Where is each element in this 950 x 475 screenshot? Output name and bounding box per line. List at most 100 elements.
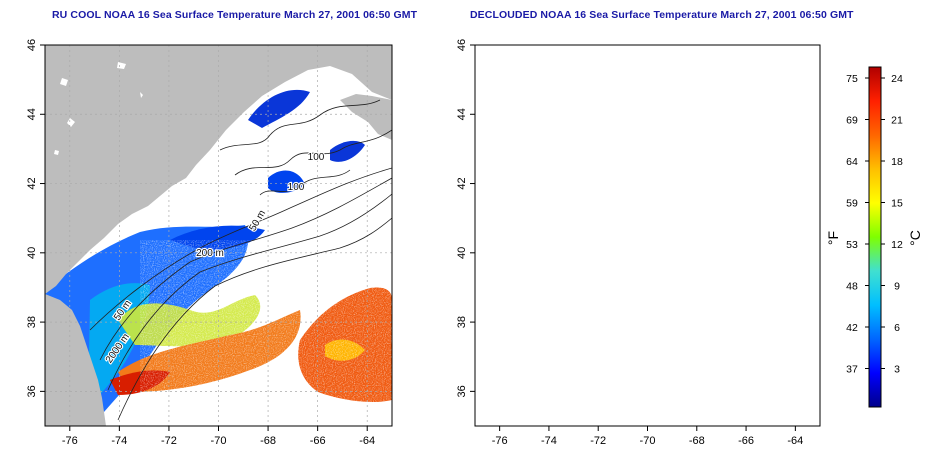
isobath-contour: [99, 177, 392, 361]
lon-tick-label: -70: [640, 435, 656, 447]
isobath-contour: [219, 99, 381, 151]
sst-patch-cold: [475, 210, 608, 400]
lat-tick-label: 38: [456, 316, 468, 328]
lake: [67, 118, 75, 127]
lat-tick-label: 42: [456, 177, 468, 189]
lake: [54, 150, 59, 155]
isobath-contour: [234, 129, 392, 176]
fahrenheit-label: 48: [846, 281, 858, 293]
isobath-contour: [117, 217, 392, 421]
land-mass: [45, 45, 392, 294]
contour-label: 100 m: [732, 152, 760, 163]
lake: [484, 150, 489, 155]
fahrenheit-label: 37: [846, 364, 858, 376]
lat-tick-label: 46: [456, 39, 468, 51]
lat-tick-label: 46: [26, 39, 38, 51]
contour-label: 200 m: [196, 248, 224, 259]
lon-tick-label: -72: [590, 435, 606, 447]
isobath-contour: [530, 178, 822, 360]
lon-tick-label: -70: [211, 435, 227, 447]
contour-label: 200 m: [626, 248, 654, 259]
isobath-contour: [89, 167, 392, 331]
isobath-contour: [107, 193, 392, 391]
sst-patch-gom: [248, 89, 310, 128]
lat-tick-label: 40: [26, 247, 38, 259]
lake: [490, 78, 498, 86]
temperature-colorbar: 75 69 64 59 53 48 42 37 24 21 18 15 12 9 6 3 °F °C: [825, 66, 923, 408]
celsius-label: 24: [891, 73, 903, 85]
isobath-contour: [665, 130, 822, 175]
lake: [60, 78, 68, 86]
lon-tick-label: -74: [111, 435, 127, 447]
sst-patch-cool: [512, 304, 548, 360]
land-mass: [45, 294, 106, 426]
cloud-speckle: [140, 240, 392, 426]
left-map-title: RU COOL NOAA 16 Sea Surface Temperature …: [52, 9, 418, 21]
contour-label: 2000 m: [534, 332, 562, 366]
lon-tick-label: -68: [260, 435, 276, 447]
lon-tick-label: -66: [310, 435, 326, 447]
celsius-label: 3: [894, 364, 900, 376]
fahrenheit-label: 64: [846, 156, 858, 168]
sst-patch-gom2: [330, 140, 365, 162]
land-mass: [770, 94, 822, 140]
contour-label: 100: [288, 182, 305, 193]
fahrenheit-label: 42: [846, 322, 858, 334]
lat-tick-label: 36: [26, 385, 38, 397]
celsius-label: 9: [894, 281, 900, 293]
fahrenheit-label: 59: [846, 198, 858, 210]
map-body-right: 100 m 100 50 m 200 m 50 m 2000 m: [475, 45, 822, 426]
celsius-axis-label: °C: [907, 230, 923, 246]
contour-label: 50 m: [542, 298, 564, 323]
celsius-label: 15: [891, 198, 903, 210]
lat-tick-label: 44: [26, 108, 38, 120]
sst-patch-gom2: [678, 135, 694, 146]
isobath-contour: [650, 100, 810, 150]
lat-tick-label: 40: [456, 247, 468, 259]
right-map-title: DECLOUDED NOAA 16 Sea Surface Temperatur…: [470, 9, 854, 21]
lat-tick-label: 38: [26, 316, 38, 328]
map-frame-right: [474, 44, 821, 427]
celsius-label: 6: [894, 322, 900, 334]
sst-patch-gulfstream: [744, 290, 822, 375]
land-mass: [475, 45, 822, 294]
celsius-label: 12: [891, 239, 903, 251]
lake: [140, 92, 143, 98]
lon-tick-label: -66: [738, 435, 754, 447]
axes-right: -76 -74 -72 -70 -68 -66 -64 36 38 40 42 44 46: [456, 39, 803, 447]
land-mass: [475, 294, 536, 426]
lat-tick-label: 44: [456, 108, 468, 120]
lon-tick-label: -74: [541, 435, 557, 447]
fahrenheit-label: 69: [846, 115, 858, 127]
axes-left: -76 -74 -72 -70 -68 -66 -64 36 38 40 42 44 46: [26, 39, 375, 447]
sst-patch-core: [750, 346, 776, 361]
isobath-contour: [259, 169, 351, 196]
contour-label: 100: [308, 152, 325, 163]
fahrenheit-label: 53: [846, 239, 858, 251]
lon-tick-label: -76: [62, 435, 78, 447]
celsius-label: 18: [891, 156, 903, 168]
lake: [497, 118, 505, 127]
sst-patch-mild: [540, 312, 570, 336]
isobath-contour: [690, 170, 780, 195]
celsius-label: 21: [891, 115, 903, 127]
sst-patch-hot: [560, 370, 576, 379]
lon-tick-label: -64: [787, 435, 803, 447]
contour-label: 100: [718, 182, 735, 193]
lat-tick-label: 42: [26, 177, 38, 189]
sst-patch-gom3: [268, 170, 305, 193]
fahrenheit-label: 75: [846, 73, 858, 85]
isobath-contour: [538, 194, 822, 390]
lon-tick-label: -68: [689, 435, 705, 447]
lon-tick-label: -72: [161, 435, 177, 447]
lake: [570, 92, 573, 98]
fahrenheit-axis-label: °F: [825, 231, 841, 245]
colorbar-ramp: [868, 66, 882, 408]
sst-patch-gom: [730, 185, 752, 199]
lon-tick-label: -64: [359, 435, 375, 447]
sea-area: [475, 45, 820, 426]
